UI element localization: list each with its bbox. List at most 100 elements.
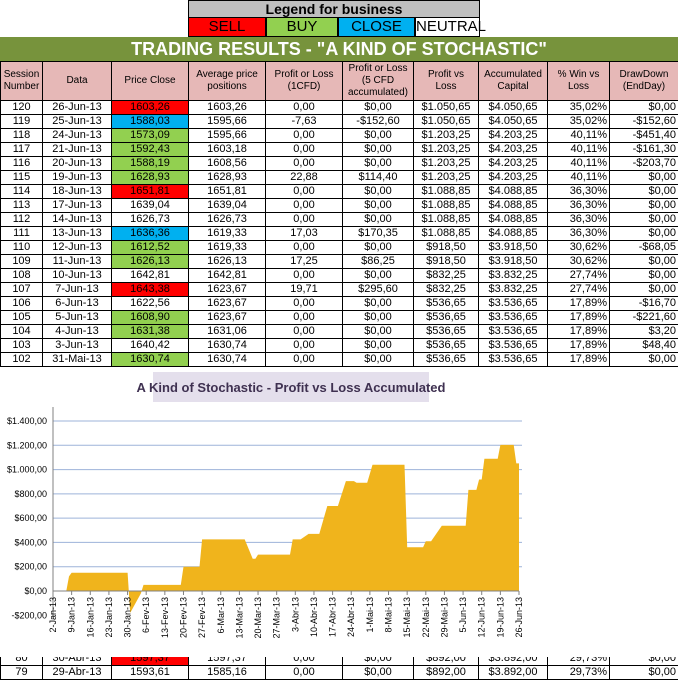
date-cell: 24-Jun-13 — [42, 128, 112, 143]
chart-title-box — [153, 372, 429, 402]
price-close-cell: 1640,42 — [111, 338, 189, 353]
win-vs-loss-cell: 40,11% — [547, 142, 610, 157]
win-vs-loss-cell: 17,89% — [547, 324, 610, 339]
column-header: % Win vs Loss — [547, 61, 610, 101]
price-close-cell: 1630,74 — [111, 352, 189, 367]
date-cell: 11-Jun-13 — [42, 254, 112, 269]
table-row: 109 11-Jun-13 1626,13 1626,13 17,25 $86,25 $91… — [0, 254, 678, 269]
profit-loss-5cfd-cell: $0,00 — [342, 212, 414, 227]
price-close-cell: 1643,38 — [111, 282, 189, 297]
price-close-cell: 1642,81 — [111, 268, 189, 283]
profit-loss-5cfd-cell: $0,00 — [342, 156, 414, 171]
profit-loss-1cfd-cell: 0,00 — [265, 665, 343, 680]
session-number-cell: 109 — [0, 254, 43, 269]
table-row: 106 6-Jun-13 1622,56 1623,67 0,00 $0,00 $536,6… — [0, 296, 678, 311]
x-tick-label: 27-Mar-13 — [272, 597, 282, 639]
profit-loss-1cfd-cell: 0,00 — [265, 268, 343, 283]
session-number-cell: 112 — [0, 212, 43, 227]
profit-loss-1cfd-cell: 0,00 — [265, 184, 343, 199]
average-price-cell: 1642,81 — [188, 268, 266, 283]
y-tick-label: -$200,00 — [11, 610, 47, 620]
legend: Legend for business SELL BUY CLOSE NEUTRAL — [188, 0, 487, 37]
table-row: 113 17-Jun-13 1639,04 1639,04 0,00 $0,00 $1.08… — [0, 198, 678, 213]
profit-loss-5cfd-cell: $86,25 — [342, 254, 414, 269]
x-tick-label: 30-Jan-13 — [123, 597, 133, 638]
date-cell: 5-Jun-13 — [42, 310, 112, 325]
x-tick-label: 13-Mar-13 — [234, 597, 244, 639]
date-cell: 31-Mai-13 — [42, 352, 112, 367]
win-vs-loss-cell: 40,11% — [547, 128, 610, 143]
lower-rows: 80 30-Abr-13 1597,37 1597,37 0,00 $0,00 $892,0… — [0, 657, 678, 688]
average-price-cell: 1619,33 — [188, 240, 266, 255]
date-cell: 10-Jun-13 — [42, 268, 112, 283]
session-number-cell: 120 — [0, 100, 43, 115]
win-vs-loss-cell: 17,89% — [547, 338, 610, 353]
date-cell: 17-Jun-13 — [42, 198, 112, 213]
drawdown-cell: -$221,60 — [609, 310, 678, 325]
accumulated-capital-cell: $4.203,25 — [478, 128, 548, 143]
profit-vs-loss-cell: $1.203,25 — [413, 128, 479, 143]
column-header: DrawDown (EndDay) — [609, 61, 678, 101]
profit-loss-1cfd-cell: 22,88 — [265, 170, 343, 185]
x-tick-label: 29-Mai-13 — [439, 597, 449, 638]
table-row: 118 24-Jun-13 1573,09 1595,66 0,00 $0,00 $1.20… — [0, 128, 678, 143]
table-row: 110 12-Jun-13 1612,52 1619,33 0,00 $0,00 $918,… — [0, 240, 678, 255]
accumulated-capital-cell: $4.050,65 — [478, 114, 548, 129]
column-header: Profit or Loss (5 CFD accumulated) — [342, 61, 414, 101]
accumulated-capital-cell: $4.088,85 — [478, 198, 548, 213]
profit-loss-5cfd-cell: $114,40 — [342, 170, 414, 185]
y-tick-label: $600,00 — [14, 513, 47, 523]
profit-vs-loss-cell: $536,65 — [413, 338, 479, 353]
drawdown-cell: $0,00 — [609, 657, 678, 666]
session-number-cell: 119 — [0, 114, 43, 129]
profit-vs-loss-cell: $1.088,85 — [413, 198, 479, 213]
price-close-cell: 1636,36 — [111, 226, 189, 241]
table-row: 120 26-Jun-13 1603,26 1603,26 0,00 $0,00 $1.05… — [0, 100, 678, 115]
price-close-cell: 1592,43 — [111, 142, 189, 157]
table-row: 103 3-Jun-13 1640,42 1630,74 0,00 $0,00 $536,6… — [0, 338, 678, 353]
session-number-cell: 105 — [0, 310, 43, 325]
profit-vs-loss-cell: $918,50 — [413, 240, 479, 255]
profit-loss-1cfd-cell: 0,00 — [265, 310, 343, 325]
profit-loss-5cfd-cell: $0,00 — [342, 665, 414, 680]
legend-close: CLOSE — [338, 18, 415, 37]
average-price-cell: 1623,67 — [188, 296, 266, 311]
column-header: Profit vs Loss — [413, 61, 479, 101]
session-number-cell: 118 — [0, 128, 43, 143]
x-tick-label: 9-Jan-13 — [67, 597, 77, 633]
x-tick-label: 10-Abr-13 — [309, 597, 319, 637]
accumulated-capital-cell: $4.088,85 — [478, 212, 548, 227]
profit-vs-loss-cell: $832,25 — [413, 268, 479, 283]
profit-loss-5cfd-cell: $0,00 — [342, 268, 414, 283]
accumulated-capital-cell: $4.088,85 — [478, 226, 548, 241]
win-vs-loss-cell: 27,74% — [547, 282, 610, 297]
drawdown-cell: $0,00 — [609, 226, 678, 241]
date-cell: 12-Jun-13 — [42, 240, 112, 255]
date-cell: 14-Jun-13 — [42, 212, 112, 227]
drawdown-cell: $0,00 — [609, 100, 678, 115]
accumulated-capital-cell: $3.536,65 — [478, 296, 548, 311]
session-number-cell: 113 — [0, 198, 43, 213]
session-number-cell: 114 — [0, 184, 43, 199]
profit-vs-loss-cell: $1.088,85 — [413, 212, 479, 227]
average-price-cell: 1595,66 — [188, 128, 266, 143]
drawdown-cell: $0,00 — [609, 170, 678, 185]
average-price-cell: 1608,56 — [188, 156, 266, 171]
profit-loss-5cfd-cell: $0,00 — [342, 128, 414, 143]
drawdown-cell: -$152,60 — [609, 114, 678, 129]
profit-vs-loss-cell: $536,65 — [413, 352, 479, 367]
average-price-cell: 1623,67 — [188, 310, 266, 325]
drawdown-cell: $0,00 — [609, 184, 678, 199]
accumulated-capital-cell: $3.536,65 — [478, 324, 548, 339]
legend-neutral: NEUTRAL — [415, 18, 487, 37]
accumulated-capital-cell: $4.050,65 — [478, 100, 548, 115]
win-vs-loss-cell: 17,89% — [547, 296, 610, 311]
date-cell: 4-Jun-13 — [42, 324, 112, 339]
x-tick-label: 20-Fev-13 — [178, 597, 188, 638]
column-header: Average price positions — [188, 61, 266, 101]
x-tick-label: 23-Jan-13 — [104, 597, 114, 638]
x-tick-label: 22-Mai-13 — [421, 597, 431, 638]
profit-area — [66, 444, 520, 613]
profit-loss-5cfd-cell: $0,00 — [342, 657, 414, 666]
win-vs-loss-cell: 35,02% — [547, 114, 610, 129]
